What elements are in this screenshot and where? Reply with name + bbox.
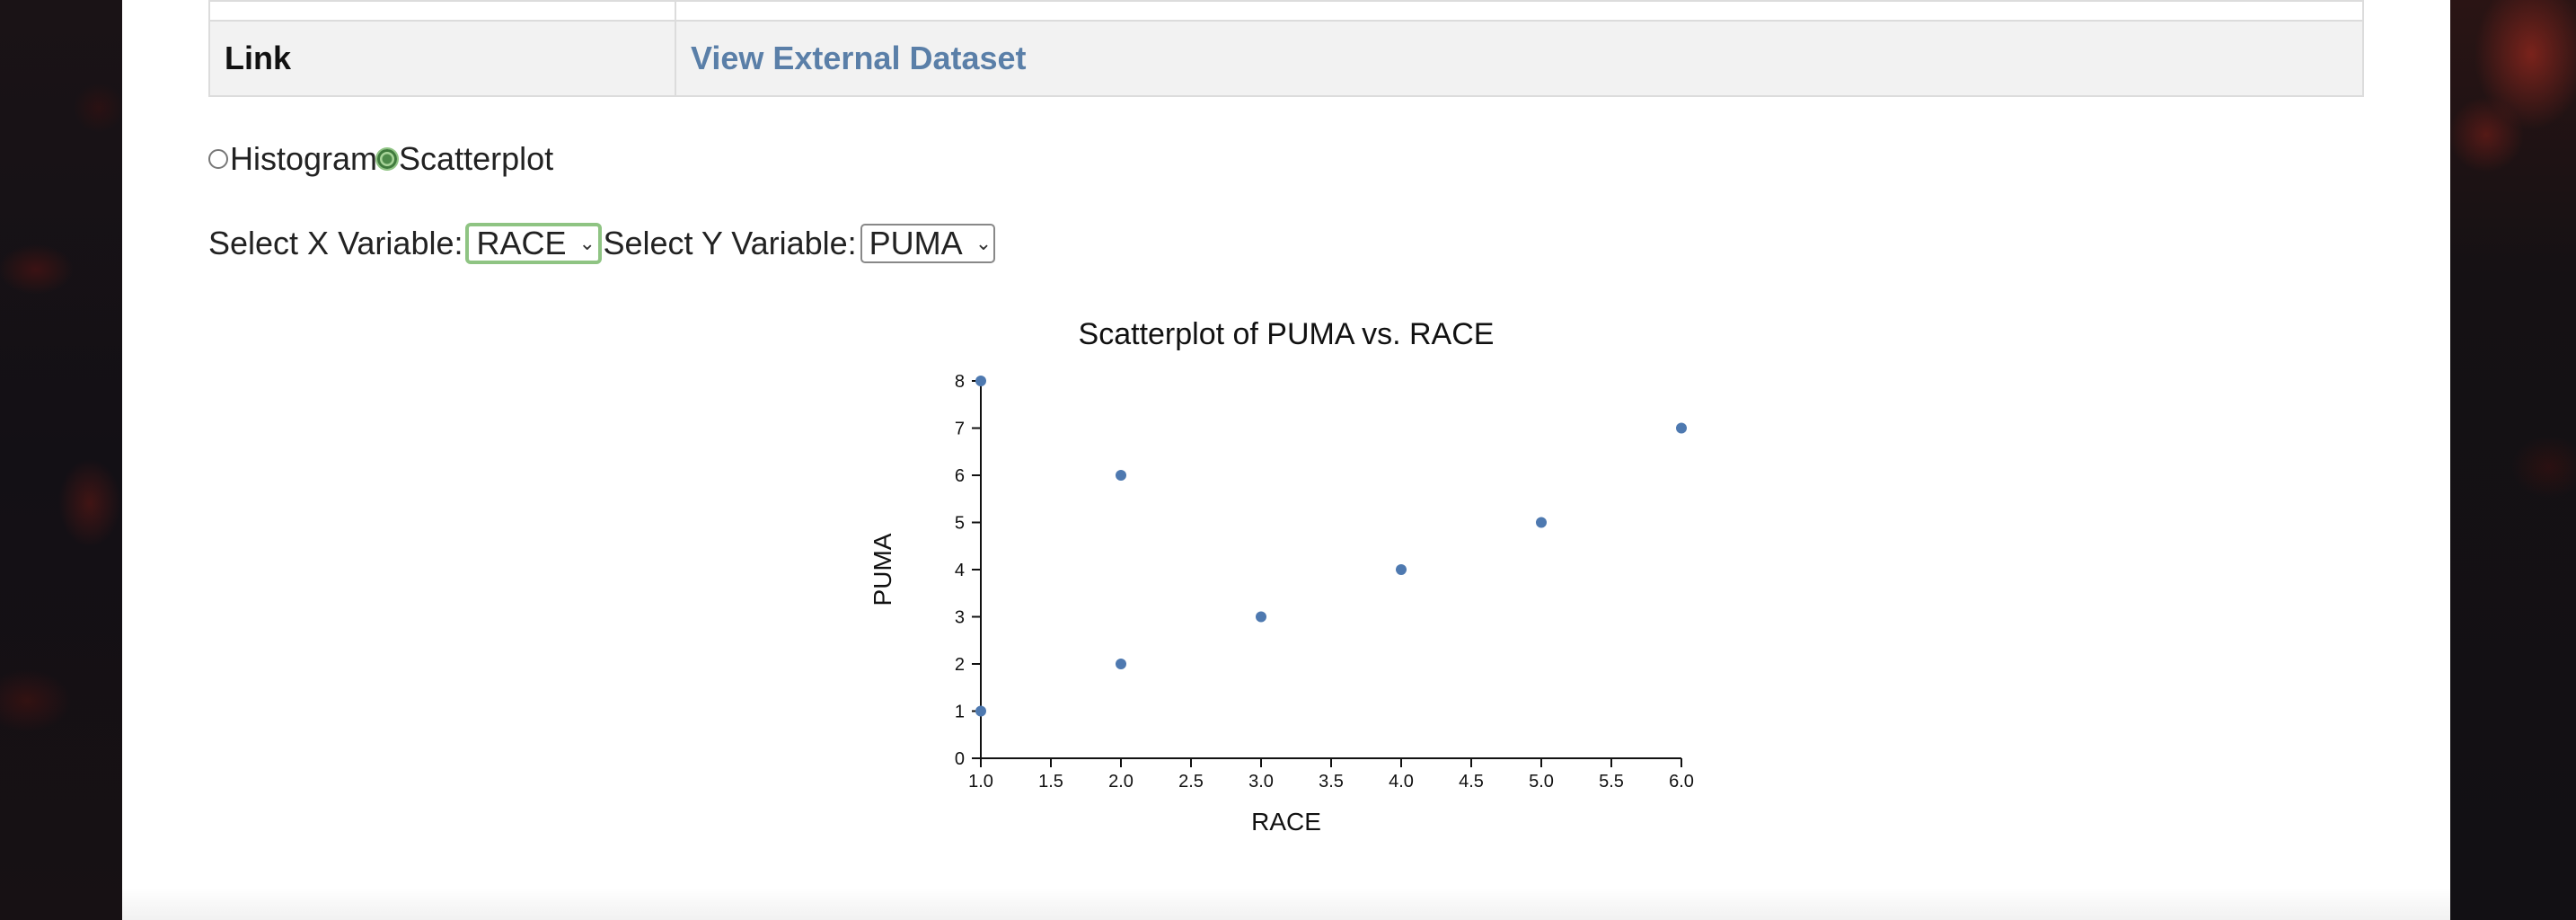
x-tick-label: 6.0 xyxy=(1669,772,1694,792)
chart-axes: 1.0 1.5 2.0 2.5 3.0 3.5 4.0 4.5 5.0 5.5 6.0 0 1 2 3 4 5 6… xyxy=(955,372,1694,792)
page-content: Link View External Dataset Histogram Sca… xyxy=(122,0,2450,920)
chart-title: Scatterplot of PUMA vs. RACE xyxy=(1079,317,1495,351)
data-point xyxy=(1676,422,1687,434)
y-tick-label: 0 xyxy=(955,749,965,769)
scatterplot-radio-label[interactable]: Scatterplot xyxy=(399,140,554,177)
data-point xyxy=(1536,517,1547,528)
table-cell xyxy=(675,0,2364,22)
x-tick-label: 5.5 xyxy=(1599,772,1624,792)
background-right xyxy=(2450,0,2576,920)
y-axis-label: PUMA xyxy=(869,533,896,606)
x-tick-label: 3.0 xyxy=(1248,772,1274,792)
y-tick-label: 3 xyxy=(955,608,965,628)
y-tick-label: 2 xyxy=(955,655,965,675)
y-tick-label: 7 xyxy=(955,420,965,439)
data-point xyxy=(1116,659,1126,669)
x-tick-label: 2.5 xyxy=(1178,772,1204,792)
plot-type-radio-group: Histogram Scatterplot xyxy=(208,137,553,181)
link-row-value: View External Dataset xyxy=(675,20,2364,97)
x-tick-label: 1.0 xyxy=(968,772,993,792)
chevron-down-icon: ⌄ xyxy=(975,232,992,254)
x-tick-label: 2.0 xyxy=(1108,772,1134,792)
y-tick-label: 8 xyxy=(955,372,965,392)
x-axis-label: RACE xyxy=(1251,808,1321,836)
y-variable-select[interactable]: PUMA ⌄ xyxy=(860,224,995,263)
y-tick-label: 5 xyxy=(955,514,965,534)
link-row-label: Link xyxy=(208,20,676,97)
x-tick-label: 4.5 xyxy=(1459,772,1484,792)
x-tick-label: 1.5 xyxy=(1038,772,1063,792)
x-variable-value: RACE xyxy=(476,225,567,261)
x-variable-label: Select X Variable: xyxy=(208,225,463,261)
table-row: Link View External Dataset xyxy=(208,20,2364,97)
data-point xyxy=(975,376,986,386)
y-variable-value: PUMA xyxy=(869,225,963,261)
data-point xyxy=(1396,564,1407,575)
y-tick-label: 6 xyxy=(955,466,965,486)
background-left xyxy=(0,0,122,920)
y-tick-label: 4 xyxy=(955,561,965,580)
view-external-dataset-link[interactable]: View External Dataset xyxy=(691,40,1027,76)
table-cell xyxy=(208,0,676,22)
chevron-down-icon: ⌄ xyxy=(578,232,595,254)
data-point xyxy=(1256,611,1266,623)
data-point xyxy=(975,705,986,717)
variable-select-row: Select X Variable: RACE ⌄ Select Y Varia… xyxy=(208,221,997,266)
data-point xyxy=(1116,470,1126,481)
x-variable-select[interactable]: RACE ⌄ xyxy=(466,224,602,263)
histogram-radio-label[interactable]: Histogram xyxy=(230,140,378,177)
y-variable-label: Select Y Variable: xyxy=(603,225,857,261)
x-tick-label: 5.0 xyxy=(1529,772,1554,792)
x-tick-label: 4.0 xyxy=(1389,772,1414,792)
page-bottom-edge xyxy=(122,888,2450,920)
histogram-radio[interactable] xyxy=(208,149,228,169)
dataset-info-table: Link View External Dataset xyxy=(208,0,2364,97)
scatterplot-radio[interactable] xyxy=(377,149,398,169)
scatterplot-chart: Scatterplot of PUMA vs. RACE RACE PUMA 1… xyxy=(869,317,1694,836)
y-tick-label: 1 xyxy=(955,703,965,722)
table-row xyxy=(208,0,2364,22)
x-tick-label: 3.5 xyxy=(1319,772,1344,792)
chart-points xyxy=(975,376,1687,717)
